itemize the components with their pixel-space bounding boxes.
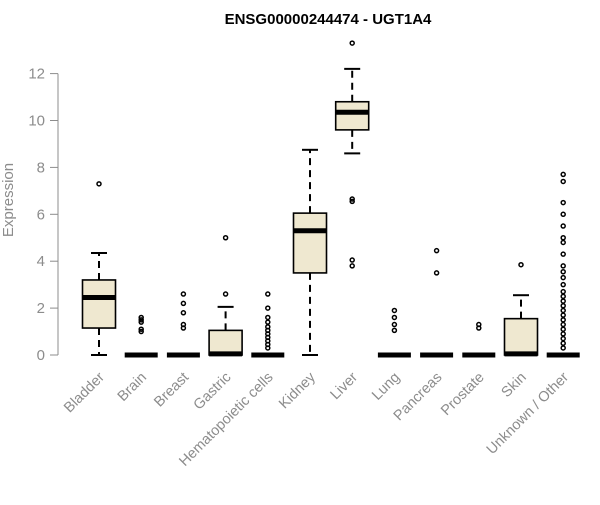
outlier-point [560, 326, 566, 332]
outlier-point [560, 199, 566, 206]
box-group-3 [208, 235, 243, 357]
box-group-6 [334, 40, 370, 269]
box-group-1 [124, 314, 158, 358]
x-category-label: Prostate [438, 370, 487, 419]
outlier-point [138, 314, 144, 321]
outlier-point [349, 263, 355, 269]
outlier-point [560, 235, 566, 241]
y-axis: 0 2 4 6 8 10 12 [28, 66, 59, 364]
outlier-point [349, 257, 355, 263]
outlier-point [560, 345, 566, 351]
outlier-point [180, 321, 187, 328]
chart-title: ENSG00000244474 - UGT1A4 [225, 11, 432, 28]
y-tick-label: 10 [28, 113, 45, 130]
outlier-point [560, 321, 566, 328]
outlier-point [433, 270, 440, 276]
outlier-point [265, 291, 271, 297]
outlier-point [138, 326, 144, 332]
outlier-point [265, 324, 271, 330]
outlier-point [560, 274, 566, 281]
outlier-point [560, 263, 566, 269]
x-category-label: Kidney [276, 369, 319, 412]
outlier-point [560, 307, 566, 314]
outlier-point [222, 291, 229, 297]
box-group-5 [292, 148, 328, 356]
y-tick-label: 4 [37, 253, 45, 270]
outlier-point [560, 269, 566, 275]
outlier-point [560, 281, 566, 288]
y-tick-label: 8 [37, 159, 45, 176]
box-group-0 [81, 181, 117, 356]
outlier-point [349, 196, 355, 202]
outlier-point [560, 288, 566, 295]
outlier-point [138, 317, 144, 323]
outlier-point [391, 307, 398, 314]
outlier-point [560, 335, 566, 342]
box-group-8 [420, 247, 454, 358]
iqr-box [334, 100, 370, 131]
iqr-box [503, 317, 539, 356]
box-group-2 [166, 291, 200, 358]
iqr-box [81, 279, 117, 329]
outlier-point [391, 314, 398, 321]
y-tick-label: 12 [28, 66, 45, 83]
outlier-point [560, 223, 566, 229]
outlier-point [560, 317, 566, 323]
outlier-point [180, 310, 187, 316]
x-category-label: Skin [499, 370, 530, 401]
x-category-label: Liver [327, 369, 361, 403]
outlier-point [222, 235, 229, 241]
outlier-point [560, 303, 566, 309]
x-category-label: Bladder [61, 369, 108, 416]
outlier-point [560, 211, 566, 218]
x-category-label: Breast [151, 370, 192, 411]
plot-marks [81, 40, 580, 358]
outlier-point [560, 340, 566, 347]
outlier-point [560, 178, 566, 185]
box-group-7 [377, 307, 411, 358]
outlier-point [518, 261, 524, 268]
outlier-point [433, 247, 440, 254]
outlier-point [560, 239, 566, 246]
outlier-point [349, 198, 355, 205]
outlier-point [391, 321, 398, 328]
y-tick-label: 6 [37, 206, 45, 223]
y-axis-label: Expression [0, 163, 17, 237]
outlier-point [560, 171, 566, 178]
outlier-point [560, 251, 566, 257]
outlier-point [560, 331, 566, 337]
outlier-point [138, 328, 144, 335]
x-category-label: Lung [369, 370, 403, 404]
outlier-point [391, 327, 398, 334]
iqr-box [208, 329, 243, 356]
outlier-point [560, 312, 566, 318]
outlier-point [265, 319, 271, 325]
outlier-point [349, 40, 355, 46]
outlier-point [476, 321, 482, 328]
box-group-10 [503, 261, 539, 357]
box-group-9 [462, 321, 496, 358]
outlier-point [180, 300, 187, 307]
box-group-11 [546, 171, 580, 358]
box-group-4 [251, 291, 285, 358]
outlier-point [560, 298, 566, 304]
outlier-point [265, 305, 271, 311]
iqr-box [292, 212, 328, 274]
y-tick-label: 2 [37, 300, 45, 317]
y-tick-label: 0 [37, 347, 45, 364]
outlier-point [180, 291, 187, 297]
outlier-point [96, 181, 102, 187]
x-category-label: Brain [115, 370, 150, 405]
outlier-point [265, 314, 271, 321]
outlier-point [560, 293, 566, 300]
